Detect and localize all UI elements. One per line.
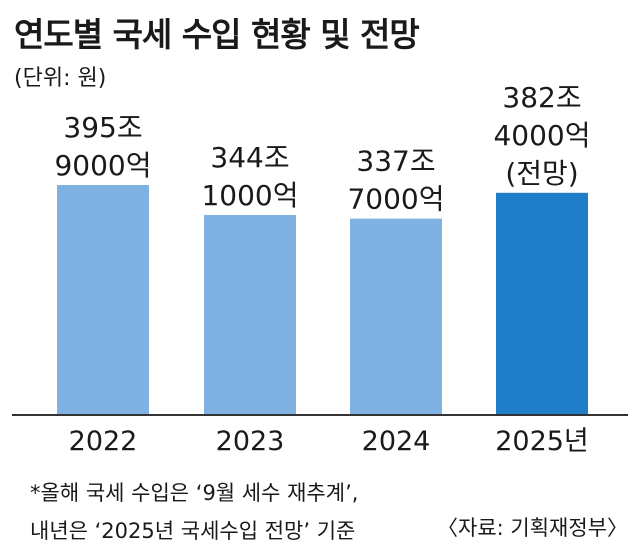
footnote: *올해 국세 수입은 ‘9월 세수 재추계’, 내년은 ‘2025년 국세수입 … [30,474,358,550]
data-label-2023-0: 344조 [210,141,289,174]
data-label-2022-0: 395조 [63,111,142,144]
unit-label: (단위: 원) [14,66,107,91]
source-note: 〈자료: 기획재정부〉 [437,516,628,540]
chart-title: 연도별 국세 수입 현황 및 전망 [14,15,420,54]
data-label-2024-0: 337조 [356,145,435,178]
footnote-line-2: 내년은 ‘2025년 국세수입 전망’ 기준 [30,519,356,543]
bar-2022 [57,185,149,414]
x-tick-label-2023: 2023 [216,426,285,457]
data-label-2024-1: 7000억 [347,183,444,216]
footnote-line-1: *올해 국세 수입은 ‘9월 세수 재추계’, [30,481,359,505]
x-tick-label-2025년: 2025년 [495,426,589,457]
data-label-2025년-2: (전망) [505,157,578,190]
bar-2023 [204,214,296,414]
data-label-2023-1: 1000억 [201,179,298,212]
bar-2025년 [496,192,588,414]
data-label-2022-1: 9000억 [54,149,151,182]
data-label-2025년-0: 382조 [502,81,581,114]
x-tick-label-2024: 2024 [362,426,431,457]
bar-2024 [350,218,442,414]
data-label-2025년-1: 4000억 [493,119,590,152]
x-tick-label-2022: 2022 [69,426,138,457]
